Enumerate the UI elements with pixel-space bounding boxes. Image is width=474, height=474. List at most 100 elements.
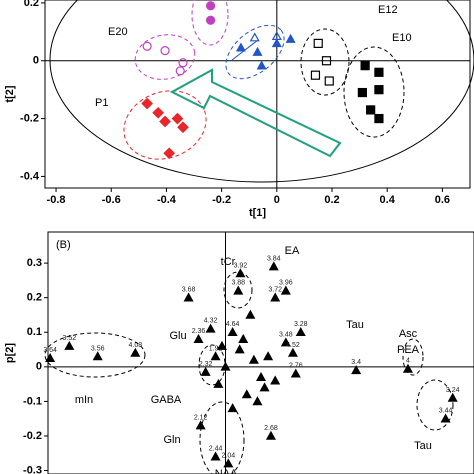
x-tick-label: -0.2 [212, 194, 231, 206]
y-tick-label: 0.2 [24, 0, 39, 9]
point [270, 375, 281, 385]
point-label: 1.92 [209, 345, 223, 352]
annotation: EA [285, 245, 300, 257]
point [213, 378, 224, 388]
point [360, 61, 370, 71]
point [227, 327, 238, 337]
point-label: 4.52 [286, 342, 300, 349]
point-label: 3.4 [351, 359, 361, 366]
x-tick-label: -0.8 [47, 194, 66, 206]
point [374, 113, 384, 124]
point-label: 4.32 [204, 318, 218, 325]
point-label: 2.36 [192, 328, 206, 335]
group-ellipse [191, 0, 229, 46]
point [268, 261, 279, 271]
annotation: mIn [75, 394, 93, 406]
y-tick-label: 0.1 [27, 326, 42, 338]
point [280, 285, 291, 295]
point [313, 38, 323, 48]
point [241, 389, 252, 399]
point [200, 366, 211, 376]
point [374, 67, 384, 77]
point [374, 85, 384, 95]
group-label: E10 [392, 32, 412, 44]
annotation: Tau [346, 319, 364, 331]
point [178, 58, 188, 68]
group-label: E20 [108, 26, 128, 38]
group-label: E12 [378, 4, 398, 16]
point [216, 340, 227, 350]
point [295, 327, 306, 337]
group-ellipse [402, 338, 424, 376]
annotation: Gln [163, 434, 180, 446]
point [265, 430, 276, 440]
point [183, 292, 194, 302]
point [223, 458, 234, 468]
point [235, 42, 246, 52]
point [270, 292, 281, 302]
annotation: PEA [397, 344, 420, 356]
annotation: Tau [414, 440, 432, 452]
point-label: 2.44 [209, 446, 223, 453]
point [171, 112, 184, 125]
point [440, 413, 451, 423]
y-tick-label: 0.3 [27, 257, 42, 269]
point [321, 56, 332, 66]
confidence-ellipse [49, 0, 474, 183]
point [287, 347, 298, 357]
point [45, 352, 56, 362]
plot-frame [47, 231, 474, 474]
point [290, 368, 301, 378]
point [351, 365, 362, 375]
panel-label: (B) [56, 239, 71, 251]
point [252, 396, 263, 406]
point [256, 60, 267, 70]
point [249, 32, 260, 42]
point-label: 3.68 [182, 287, 196, 294]
point [142, 41, 152, 51]
group-label: P1 [95, 97, 108, 109]
point-label: 3.84 [267, 255, 281, 262]
point [252, 46, 263, 56]
point-label: 2.12 [194, 414, 208, 421]
point-label: 3.52 [62, 335, 76, 342]
point [130, 347, 141, 357]
group-ellipse [343, 46, 405, 138]
y-tick-label: -0.3 [23, 464, 42, 474]
trend-arrow [169, 68, 342, 158]
group-ellipse [44, 332, 146, 378]
point [357, 87, 367, 98]
point [210, 451, 221, 461]
x-tick-label: 0.6 [435, 194, 450, 206]
point [263, 351, 274, 361]
point-label: 3.88 [231, 280, 245, 287]
point-label: 3.96 [279, 280, 293, 287]
y-tick-label: 0 [33, 55, 39, 67]
point-label: 3.72 [268, 287, 282, 294]
x-tick-label: 0.4 [380, 194, 396, 206]
point [92, 351, 103, 361]
point-label: 2.04 [222, 452, 236, 459]
x-tick-label: 0.2 [324, 194, 339, 206]
point [205, 323, 216, 333]
group-ellipse [223, 271, 253, 309]
point [310, 70, 321, 80]
x-tick-label: -0.4 [157, 194, 177, 206]
point-label: 4 [406, 358, 410, 365]
group-ellipse [123, 90, 207, 160]
point [233, 285, 244, 295]
point [280, 337, 291, 347]
point [175, 66, 185, 76]
point-label: 3.64 [43, 347, 57, 354]
annotation: Asc [399, 328, 418, 340]
annotation: tCr [221, 256, 236, 268]
group-ellipse [134, 34, 196, 80]
annotation: Glu [169, 330, 186, 342]
annotation: GABA [151, 394, 182, 406]
point [234, 344, 245, 354]
point [64, 340, 75, 350]
x-axis-label: t[1] [249, 207, 266, 219]
annotation: NAA [215, 468, 238, 474]
